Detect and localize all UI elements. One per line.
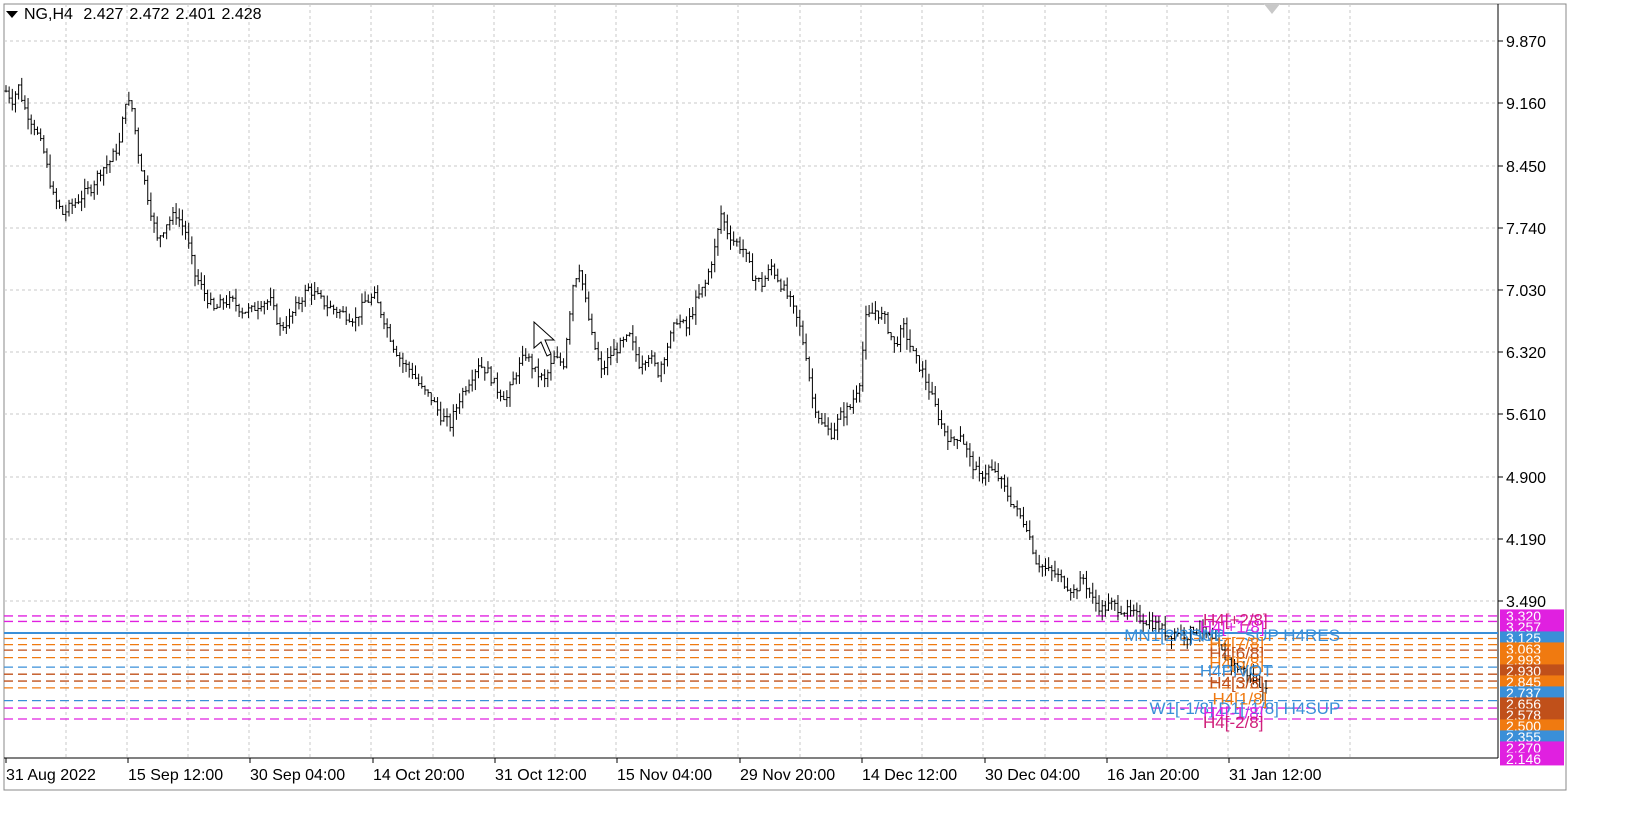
x-tick-label: 31 Oct 12:00 xyxy=(495,767,587,784)
level-annotation: H4[3/8] xyxy=(1209,674,1264,693)
level-annotation: H4[1/8] xyxy=(1212,689,1267,708)
level-price-tag xyxy=(1500,697,1564,711)
level-annotation: H4[5/8] xyxy=(1209,653,1264,672)
ohlc-close: 2.428 xyxy=(221,6,262,23)
level-price-tag xyxy=(1500,752,1564,766)
level-price-tag xyxy=(1500,609,1564,623)
ohlc-high: 2.472 xyxy=(129,6,170,23)
x-tick-label: 14 Oct 20:00 xyxy=(373,767,465,784)
x-tick-label: 31 Jan 12:00 xyxy=(1229,767,1322,784)
x-tick-label: 15 Nov 04:00 xyxy=(617,767,712,784)
time-axis: 31 Aug 2022 15 Sep 12:00 30 Sep 04:00 14 Oc… xyxy=(5,758,1322,784)
level-price-tag-label: 3.063 xyxy=(1506,641,1541,657)
level-price-tag xyxy=(1500,719,1564,733)
level-price-tag-label: 2.146 xyxy=(1506,751,1541,767)
x-tick-label: 29 Nov 20:00 xyxy=(740,767,835,784)
level-price-tag xyxy=(1500,642,1564,656)
level-price-tag-label: 2.270 xyxy=(1506,740,1541,756)
level-lines xyxy=(4,615,1498,720)
level-price-tag-label: 2.355 xyxy=(1506,729,1541,745)
x-tick-label: 16 Jan 20:00 xyxy=(1107,767,1200,784)
price-axis: 9.870 9.160 8.450 7.740 7.030 6.320 5.610 4.900… xyxy=(1498,34,1564,767)
level-price-tag-label: 3.257 xyxy=(1506,619,1541,635)
chart-border xyxy=(3,3,1567,791)
y-tick-label: 4.900 xyxy=(1506,470,1546,487)
level-annotation: MN1[2/8] W1 xyxy=(1124,626,1223,645)
shift-marker-icon[interactable] xyxy=(1264,4,1280,14)
chart-header: NG,H4 2.427 2.472 2.401 2.428 xyxy=(6,6,268,24)
level-price-tag xyxy=(1500,708,1564,722)
symbol-timeframe: NG,H4 xyxy=(24,6,73,23)
y-tick-label: 5.610 xyxy=(1506,407,1546,424)
level-price-tag-label: 2.737 xyxy=(1506,685,1541,701)
y-tick-label: 8.450 xyxy=(1506,159,1546,176)
ohlc-bars xyxy=(4,77,1268,702)
x-tick-label: 31 Aug 2022 xyxy=(6,767,96,784)
chevron-down-icon[interactable] xyxy=(6,11,18,19)
level-annotation: SUP xyxy=(1190,626,1225,645)
level-price-tag-label: 2.578 xyxy=(1506,707,1541,723)
level-price-tag xyxy=(1500,730,1564,744)
grid-lines xyxy=(4,4,1499,759)
level-price-tag xyxy=(1500,620,1564,634)
x-tick-label: 30 Dec 04:00 xyxy=(985,767,1080,784)
y-tick-label: 7.030 xyxy=(1506,283,1546,300)
level-price-tag-label: 2.500 xyxy=(1506,718,1541,734)
level-annotation: H4[+1/8] xyxy=(1200,617,1265,636)
level-price-tag xyxy=(1500,664,1564,678)
level-price-tag-label: 2.656 xyxy=(1506,696,1541,712)
level-price-tag xyxy=(1500,631,1564,645)
level-annotation: H4[-1/8] xyxy=(1203,703,1263,722)
y-tick-label: 6.320 xyxy=(1506,345,1546,362)
level-price-tag xyxy=(1500,653,1564,667)
level-annotation: H4[-2/8] xyxy=(1203,713,1263,732)
x-tick-label: 14 Dec 12:00 xyxy=(862,767,957,784)
y-tick-label: 9.160 xyxy=(1506,96,1546,113)
level-annotation: H4[+2/8] xyxy=(1203,610,1268,629)
level-annotation: H4PIVOT xyxy=(1200,661,1273,680)
level-price-tag xyxy=(1500,686,1564,700)
level-annotation: W1[-1/8] D1[-1/8] H4SUP xyxy=(1149,699,1340,718)
level-price-tag xyxy=(1500,675,1564,689)
level-annotation: H4[6/8] xyxy=(1209,644,1264,663)
ohlc-open: 2.427 xyxy=(83,6,124,23)
level-price-tag-label: 2.993 xyxy=(1506,652,1541,668)
ohlc-low: 2.401 xyxy=(175,6,216,23)
y-tick-label: 9.870 xyxy=(1506,34,1546,51)
level-price-tag-label: 2.930 xyxy=(1506,663,1541,679)
x-tick-label: 15 Sep 12:00 xyxy=(128,767,223,784)
x-tick-label: 30 Sep 04:00 xyxy=(250,767,345,784)
level-price-tag-label: 3.125 xyxy=(1506,630,1541,646)
level-annotation: SUP H4RES xyxy=(1244,626,1340,645)
y-tick-label: 3.490 xyxy=(1506,594,1546,611)
y-tick-label: 7.740 xyxy=(1506,221,1546,238)
cursor-arrow-icon xyxy=(533,320,556,357)
level-price-tag-label: 3.320 xyxy=(1506,608,1541,624)
y-tick-label: 4.190 xyxy=(1506,532,1546,549)
level-price-tag xyxy=(1500,741,1564,755)
level-price-tag-label: 2.845 xyxy=(1506,674,1541,690)
level-annotation: H4[7/8] xyxy=(1209,634,1264,653)
